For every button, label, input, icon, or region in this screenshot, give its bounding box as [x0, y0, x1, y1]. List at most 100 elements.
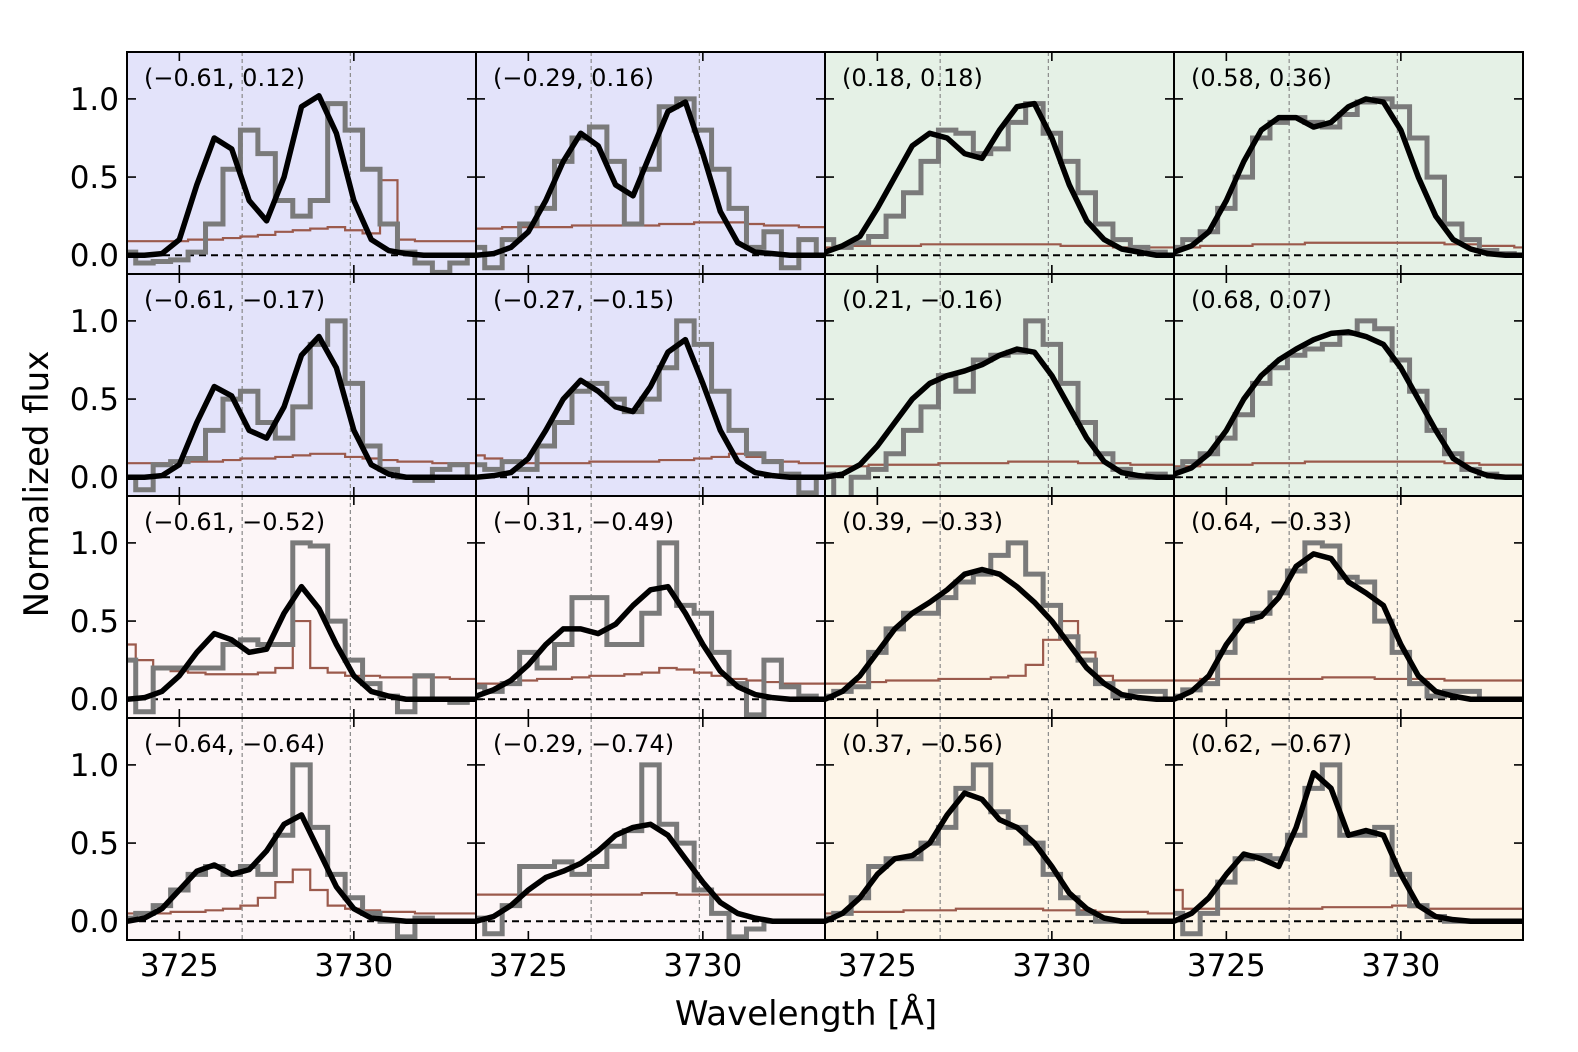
panel: (0.21, −0.16)	[824, 273, 1175, 497]
model-fit-series	[825, 346, 1174, 480]
model-fit-series	[1174, 329, 1523, 480]
x-tick-label: 3725	[1187, 948, 1266, 984]
panel-plot-area	[476, 274, 825, 496]
model-fit-series	[1174, 96, 1523, 258]
x-tick-label: 3725	[489, 948, 568, 984]
x-tick-label: 3730	[1012, 948, 1091, 984]
panel-background	[127, 718, 476, 940]
panel-background	[127, 52, 476, 274]
panel-coordinate-label: (0.39, −0.33)	[842, 508, 1003, 536]
panel-coordinate-label: (−0.31, −0.49)	[493, 508, 674, 536]
y-tick-label: 1.0	[70, 526, 119, 562]
panel: (−0.29, 0.16)	[475, 51, 826, 275]
panel: (−0.27, −0.15)	[475, 273, 826, 497]
panel-background	[476, 52, 825, 274]
axes-layer: 0.0 0.5 1.0 0.0 0.5 1.0 0.0 0.5 1.0 0.0 0.5 1.0 3725…	[70, 82, 1441, 984]
panel-coordinate-label: (0.62, −0.67)	[1191, 730, 1352, 758]
y-tick-label: 0.5	[70, 382, 119, 418]
panel-background	[1174, 52, 1523, 274]
panel: (0.64, −0.33)	[1173, 495, 1524, 719]
panel: (−0.61, −0.52)	[126, 495, 477, 719]
panel: (0.68, 0.07)	[1173, 273, 1524, 497]
panel-plot-area	[127, 274, 476, 496]
panel-background	[476, 718, 825, 940]
error-spectrum-series	[1174, 676, 1523, 682]
observed-spectrum-series	[476, 318, 825, 496]
y-tick-label: 0.5	[70, 826, 119, 862]
error-spectrum-series	[1174, 460, 1523, 468]
x-tick-label: 3730	[663, 948, 742, 984]
model-fit-series	[127, 812, 476, 924]
model-fit-series	[1174, 551, 1523, 702]
observed-spectrum-series	[476, 762, 825, 940]
model-fit-series	[825, 566, 1174, 702]
error-spectrum-series	[127, 179, 476, 243]
error-spectrum-series	[476, 891, 825, 896]
panel-plot-area	[127, 496, 476, 718]
error-spectrum-series	[825, 460, 1174, 468]
panel: (−0.29, −0.74)	[475, 717, 826, 941]
panel-plot-area	[825, 496, 1174, 718]
x-tick-label: 3725	[140, 948, 219, 984]
panel-coordinate-label: (−0.27, −0.15)	[493, 286, 674, 314]
y-tick-label: 0.5	[70, 160, 119, 196]
x-axis-title: Wavelength [Å]	[675, 993, 937, 1034]
panel-plot-area	[1174, 496, 1523, 718]
panel: (−0.61, −0.17)	[126, 273, 477, 497]
model-fit-series	[127, 93, 476, 258]
y-tick-label: 1.0	[70, 748, 119, 784]
panel-coordinate-label: (−0.29, −0.74)	[493, 730, 674, 758]
panel-frame	[1173, 717, 1524, 941]
error-spectrum-series	[1174, 888, 1523, 910]
panel-coordinate-label: (0.68, 0.07)	[1191, 286, 1332, 314]
y-tick-label: 0.0	[70, 460, 119, 496]
observed-spectrum-series	[825, 101, 1174, 258]
panel: (0.62, −0.67)	[1173, 717, 1524, 941]
panel-plot-area	[476, 52, 825, 274]
panel-plot-area	[1174, 718, 1523, 940]
y-tick-label: 1.0	[70, 82, 119, 118]
panel-plot-area	[476, 496, 825, 718]
model-fit-series	[476, 583, 825, 702]
panel-plot-area	[1174, 52, 1523, 274]
panel: (0.37, −0.56)	[824, 717, 1175, 941]
panel-plot-area	[1174, 274, 1523, 496]
observed-spectrum-series	[476, 540, 825, 718]
panel-background	[127, 274, 476, 496]
panel: (0.39, −0.33)	[824, 495, 1175, 719]
model-fit-series	[825, 790, 1174, 924]
y-tick-label: 0.0	[70, 238, 119, 274]
panel-coordinate-label: (−0.29, 0.16)	[493, 64, 654, 92]
panel: (−0.31, −0.49)	[475, 495, 826, 719]
model-fit-series	[476, 336, 825, 480]
panel-background	[127, 496, 476, 718]
observed-spectrum-series	[127, 318, 476, 493]
panel-plot-area	[476, 718, 825, 940]
model-fit-series	[476, 99, 825, 258]
panel-background	[1174, 274, 1523, 496]
panel-plot-area	[825, 274, 1174, 496]
panel-coordinate-label: (−0.64, −0.64)	[144, 730, 325, 758]
model-fit-series	[127, 583, 476, 702]
error-spectrum-series	[127, 868, 476, 915]
panel: (0.18, 0.18)	[824, 51, 1175, 275]
error-spectrum-series	[825, 619, 1174, 685]
y-tick-label: 0.0	[70, 682, 119, 718]
panel-coordinate-label: (0.64, −0.33)	[1191, 508, 1352, 536]
model-fit-series	[1174, 769, 1523, 924]
y-tick-label: 1.0	[70, 304, 119, 340]
y-tick-label: 0.5	[70, 604, 119, 640]
panel-plot-area	[127, 718, 476, 940]
y-axis-title: Normalized flux	[17, 351, 57, 618]
model-fit-series	[825, 100, 1174, 258]
panel-coordinate-label: (−0.61, −0.52)	[144, 508, 325, 536]
x-tick-label: 3730	[1361, 948, 1440, 984]
y-tick-label: 0.0	[70, 904, 119, 940]
error-spectrum-series	[825, 907, 1174, 915]
panel-background	[825, 274, 1174, 496]
panel-plot-area	[825, 718, 1174, 940]
observed-spectrum-series	[1174, 96, 1523, 258]
panel-coordinate-label: (0.58, 0.36)	[1191, 64, 1332, 92]
panel-coordinate-label: (−0.61, −0.17)	[144, 286, 325, 314]
